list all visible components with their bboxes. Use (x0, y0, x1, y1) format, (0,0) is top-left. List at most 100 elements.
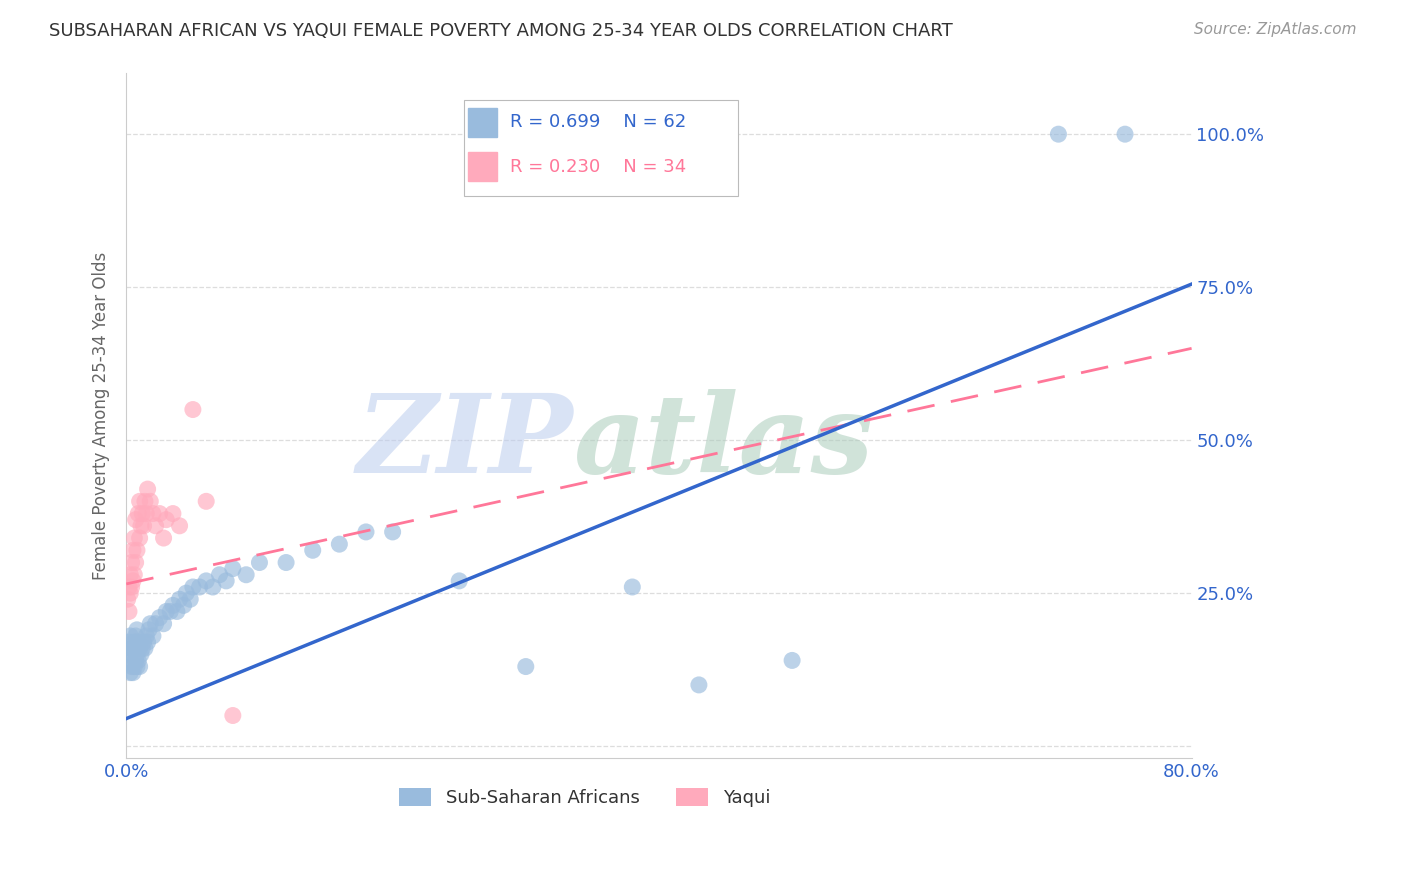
Point (124, 629, 146, 643)
Point (128, 659, 150, 673)
Point (134, 494, 156, 508)
Point (780, 653, 803, 667)
Legend: Sub-Saharan Africans, Yaqui: Sub-Saharan Africans, Yaqui (391, 780, 778, 814)
Point (166, 605, 188, 619)
Point (118, 653, 141, 667)
Point (381, 524, 404, 539)
Point (124, 635, 146, 649)
Point (152, 616, 174, 631)
Point (139, 494, 162, 508)
Point (152, 531, 174, 545)
Point (145, 518, 167, 533)
Point (155, 513, 177, 527)
Point (124, 531, 146, 545)
Text: Source: ZipAtlas.com: Source: ZipAtlas.com (1194, 22, 1357, 37)
Point (128, 641, 150, 656)
Point (117, 592, 139, 607)
Point (120, 629, 142, 643)
Point (125, 648, 148, 662)
Point (201, 580, 224, 594)
Point (1047, 127, 1070, 141)
Point (121, 641, 143, 656)
Point (301, 543, 323, 558)
Point (125, 623, 148, 637)
Point (162, 599, 184, 613)
Point (135, 507, 157, 521)
Text: atlas: atlas (574, 389, 875, 497)
Point (131, 641, 153, 656)
Point (122, 543, 145, 558)
Point (127, 507, 149, 521)
Point (129, 518, 152, 533)
Point (127, 653, 149, 667)
Point (1114, 127, 1136, 141)
Point (136, 635, 159, 649)
Point (117, 648, 139, 662)
Point (169, 592, 191, 607)
Point (328, 537, 350, 551)
Text: R = 0.699    N = 62: R = 0.699 N = 62 (510, 113, 686, 131)
Point (222, 708, 245, 723)
Point (179, 592, 201, 607)
Point (128, 494, 150, 508)
Point (449, 574, 471, 588)
Point (124, 567, 146, 582)
Text: ZIP: ZIP (357, 389, 574, 497)
Point (121, 659, 143, 673)
Point (136, 482, 159, 496)
Point (162, 507, 184, 521)
Point (121, 580, 143, 594)
Point (124, 659, 146, 673)
Point (208, 567, 231, 582)
Point (149, 507, 172, 521)
Point (354, 524, 377, 539)
Point (134, 641, 156, 656)
Point (688, 678, 710, 692)
Point (515, 659, 537, 673)
Point (195, 494, 218, 508)
Point (128, 531, 150, 545)
Point (173, 599, 195, 613)
Point (125, 543, 148, 558)
Point (124, 653, 146, 667)
Text: SUBSAHARAN AFRICAN VS YAQUI FEMALE POVERTY AMONG 25-34 YEAR OLDS CORRELATION CHA: SUBSAHARAN AFRICAN VS YAQUI FEMALE POVER… (49, 22, 953, 40)
Point (118, 580, 141, 594)
Point (118, 635, 141, 649)
Point (124, 513, 146, 527)
Point (125, 659, 148, 673)
Point (249, 556, 271, 570)
Point (222, 561, 245, 575)
Point (142, 507, 165, 521)
Point (215, 574, 238, 588)
Point (122, 574, 145, 588)
Point (159, 605, 181, 619)
Point (121, 556, 143, 570)
Point (122, 665, 145, 680)
Point (142, 629, 165, 643)
Point (132, 518, 155, 533)
Point (139, 616, 162, 631)
Point (122, 641, 145, 656)
Point (138, 623, 160, 637)
Point (188, 580, 211, 594)
Point (621, 580, 644, 594)
Point (120, 586, 142, 600)
Point (274, 556, 297, 570)
Point (124, 556, 146, 570)
Point (195, 574, 218, 588)
Point (155, 605, 177, 619)
Y-axis label: Female Poverty Among 25-34 Year Olds: Female Poverty Among 25-34 Year Olds (93, 252, 110, 580)
Point (149, 610, 172, 624)
Point (145, 616, 167, 631)
Point (135, 629, 157, 643)
Point (132, 635, 155, 649)
Point (181, 402, 204, 417)
Point (118, 605, 141, 619)
Point (120, 665, 142, 680)
Point (129, 648, 152, 662)
Point (131, 507, 153, 521)
Point (169, 518, 191, 533)
Point (181, 580, 204, 594)
Point (120, 648, 142, 662)
Point (174, 586, 197, 600)
